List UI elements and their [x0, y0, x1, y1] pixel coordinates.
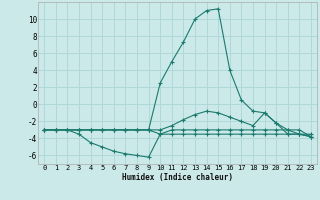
X-axis label: Humidex (Indice chaleur): Humidex (Indice chaleur): [122, 173, 233, 182]
